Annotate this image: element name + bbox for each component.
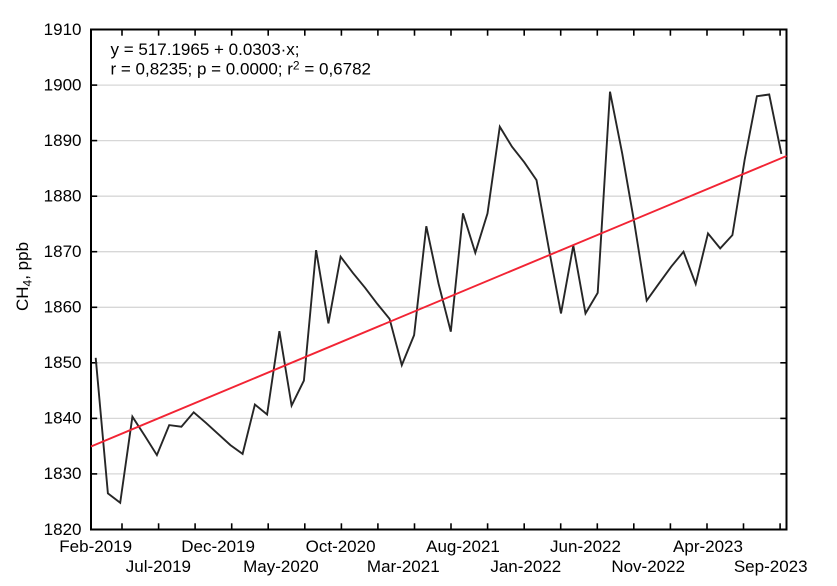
svg-text:1850: 1850 [44, 353, 82, 372]
svg-text:1820: 1820 [44, 520, 82, 539]
svg-text:1890: 1890 [44, 131, 82, 150]
svg-text:Jul-2019: Jul-2019 [126, 557, 191, 576]
svg-text:Sep-2023: Sep-2023 [734, 557, 808, 576]
svg-text:CH4, ppb: CH4, ppb [13, 242, 35, 311]
svg-text:Nov-2022: Nov-2022 [611, 557, 685, 576]
svg-text:1860: 1860 [44, 298, 82, 317]
svg-text:Feb-2019: Feb-2019 [59, 537, 132, 556]
svg-text:Jan-2022: Jan-2022 [490, 557, 561, 576]
svg-text:1910: 1910 [44, 20, 82, 39]
svg-text:Jun-2022: Jun-2022 [550, 537, 621, 556]
svg-text:1830: 1830 [44, 464, 82, 483]
svg-text:1880: 1880 [44, 187, 82, 206]
svg-text:Oct-2020: Oct-2020 [306, 537, 376, 556]
svg-text:May-2020: May-2020 [243, 557, 319, 576]
svg-text:1900: 1900 [44, 75, 82, 94]
svg-text:Mar-2021: Mar-2021 [367, 557, 440, 576]
svg-text:1840: 1840 [44, 409, 82, 428]
svg-text:Apr-2023: Apr-2023 [673, 537, 743, 556]
svg-text:Aug-2021: Aug-2021 [426, 537, 500, 556]
svg-text:y = 517.1965 + 0.0303·x;: y = 517.1965 + 0.0303·x; [111, 40, 300, 59]
svg-text:Dec-2019: Dec-2019 [181, 537, 255, 556]
svg-text:1870: 1870 [44, 242, 82, 261]
svg-text:r = 0,8235; p = 0.0000; r2 = 0: r = 0,8235; p = 0.0000; r2 = 0,6782 [111, 59, 371, 79]
